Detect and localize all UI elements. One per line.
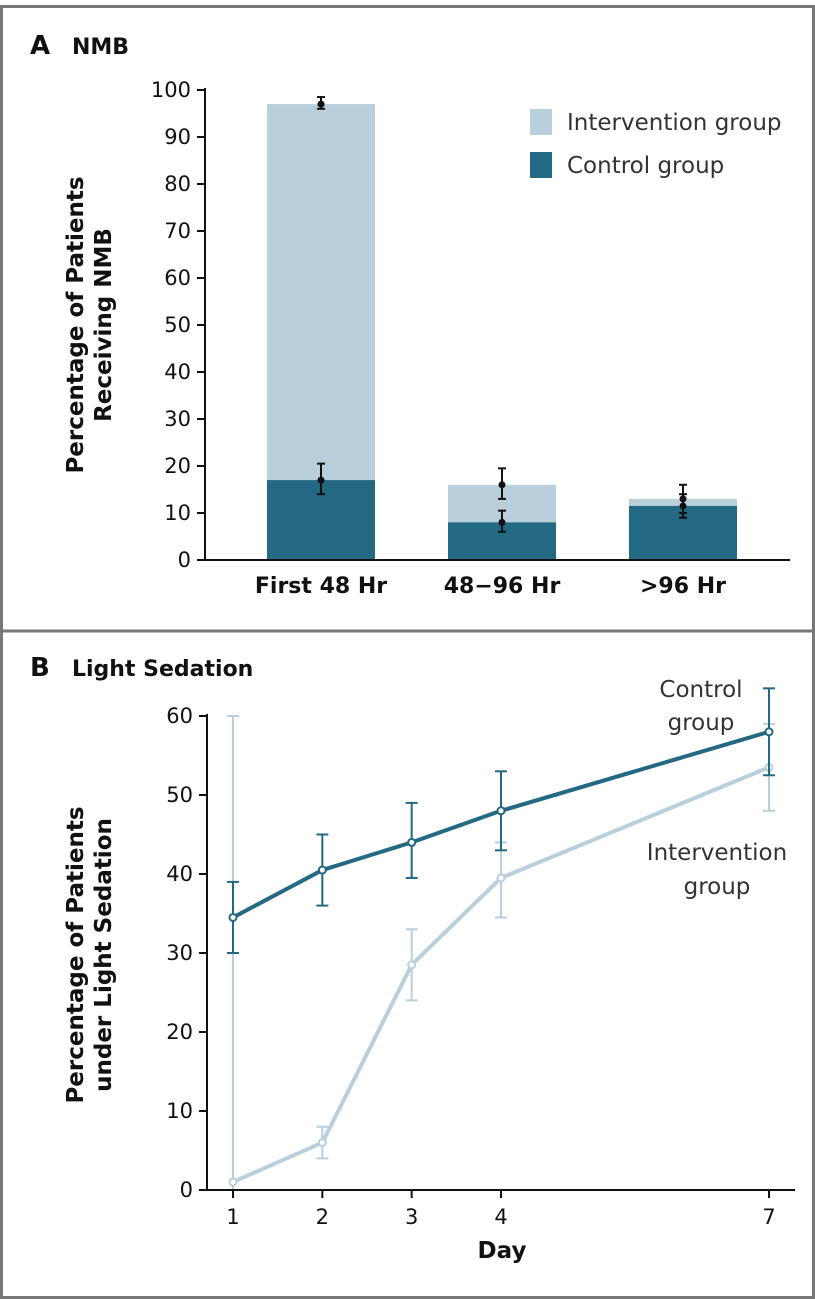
y-tick-label: 40 xyxy=(164,360,191,384)
y-tick-label: 20 xyxy=(166,1020,193,1044)
annotation-control-line2: group xyxy=(668,710,735,736)
y-tick-label: 60 xyxy=(166,704,193,728)
x-tick-label: 4 xyxy=(494,1205,507,1229)
panel-b-plot: 0 10 20 30 40 50 60 1 2 3 4 7 xyxy=(166,687,795,1229)
y-tick-label: 50 xyxy=(166,783,193,807)
y-tick-label: 100 xyxy=(151,78,191,102)
data-point-control xyxy=(764,727,774,737)
point-control xyxy=(317,476,325,484)
x-tick-label: 7 xyxy=(762,1205,775,1229)
legend-label-intervention: Intervention group xyxy=(567,110,782,136)
y-tick-label: 30 xyxy=(166,941,193,965)
panel-a-ylabel: Percentage of Patients Receiving NMB xyxy=(63,176,117,473)
y-tick-label: 30 xyxy=(164,407,191,431)
y-tick-label: 0 xyxy=(178,548,191,572)
y-tick-label: 50 xyxy=(164,313,191,337)
panel-b-ylabel-line2: under Light Sedation xyxy=(91,818,117,1092)
x-category-label: First 48 Hr xyxy=(255,574,387,599)
data-point-intervention xyxy=(317,1138,327,1148)
data-point-control xyxy=(407,837,417,847)
panel-b-ylabel-line1: Percentage of Patients xyxy=(63,806,89,1103)
y-tick-label: 90 xyxy=(164,125,191,149)
panel-b-xlabel: Day xyxy=(478,1238,527,1264)
panel-a-legend: Intervention group Control group xyxy=(530,109,782,179)
data-point-intervention xyxy=(496,873,506,883)
data-point-intervention xyxy=(228,1177,238,1187)
annotation-control-line1: Control xyxy=(659,677,742,703)
panel-a-ylabel-line1: Percentage of Patients xyxy=(63,176,89,473)
x-category-label: 48−96 Hr xyxy=(444,574,561,599)
legend-label-control: Control group xyxy=(567,153,724,179)
point-control xyxy=(498,518,506,526)
x-category-label: >96 Hr xyxy=(640,574,726,599)
data-point-control xyxy=(496,806,506,816)
annotation-intervention-line2: group xyxy=(684,874,751,900)
panel-a-title: NMB xyxy=(72,35,129,60)
panel-a-ylabel-line2: Receiving NMB xyxy=(91,228,117,422)
panel-b-title: Light Sedation xyxy=(72,657,253,682)
y-tick-label: 10 xyxy=(164,501,191,525)
legend-swatch-intervention xyxy=(530,109,552,135)
panel-b-letter: B xyxy=(30,653,50,683)
legend-swatch-control xyxy=(530,152,552,178)
panel-a-plot: 0 10 20 30 40 50 60 70 80 90 100 First 48 Hr 48−96 H… xyxy=(151,78,790,599)
y-tick-label: 70 xyxy=(164,219,191,243)
panel-a-letter: A xyxy=(30,31,50,61)
x-tick-label: 1 xyxy=(226,1205,239,1229)
point-intervention xyxy=(498,481,506,489)
annotation-intervention-line1: Intervention xyxy=(647,840,787,866)
figure-frame xyxy=(0,5,815,1299)
y-tick-label: 80 xyxy=(164,172,191,196)
y-tick-label: 0 xyxy=(180,1178,193,1202)
y-tick-label: 10 xyxy=(166,1099,193,1123)
x-tick-label: 2 xyxy=(316,1205,329,1229)
point-intervention xyxy=(317,100,325,108)
data-point-control xyxy=(228,912,238,922)
y-tick-label: 40 xyxy=(166,862,193,886)
point-control xyxy=(679,502,687,510)
data-point-control xyxy=(317,865,327,875)
data-point-intervention xyxy=(407,960,417,970)
y-tick-label: 60 xyxy=(164,266,191,290)
y-tick-label: 20 xyxy=(164,454,191,478)
panel-b-ylabel: Percentage of Patients under Light Sedat… xyxy=(63,806,117,1103)
x-tick-label: 3 xyxy=(405,1205,418,1229)
panel-b-annotations: Control group Intervention group xyxy=(647,677,787,900)
